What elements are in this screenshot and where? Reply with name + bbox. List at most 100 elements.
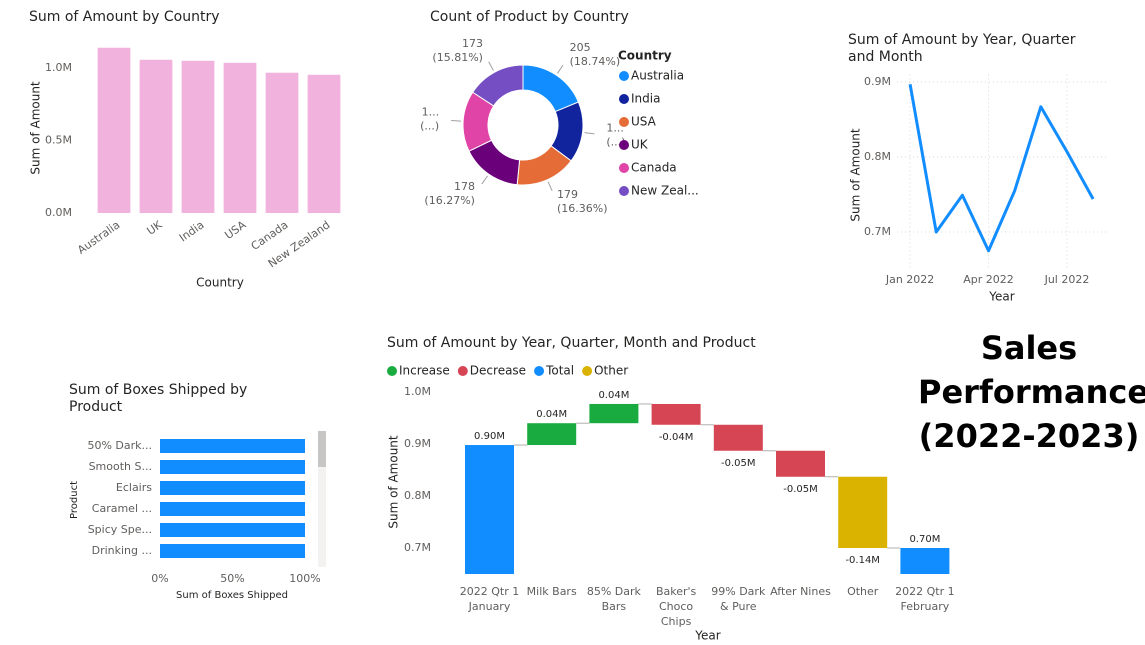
y-axis-title: Sum of Amount <box>387 435 401 529</box>
data-label: 0.04M <box>598 390 629 401</box>
legend-label: Other <box>594 364 628 378</box>
y-tick-label: 1.0M <box>45 61 72 74</box>
waterfall-bar <box>651 403 701 425</box>
data-label: -0.04M <box>659 432 694 443</box>
x-tick-label: 2022 Qtr 1 January <box>459 585 520 613</box>
data-label: (15.81%) <box>432 51 483 64</box>
bar <box>265 72 299 213</box>
bar <box>181 60 215 213</box>
waterfall-bar <box>713 424 763 451</box>
bar <box>160 502 305 516</box>
bar <box>160 544 305 558</box>
pie-slice <box>472 64 524 107</box>
y-axis-title: Sum of Amount <box>849 128 863 222</box>
y-tick-label: Smooth S... <box>89 460 152 473</box>
data-label: -0.05M <box>783 484 818 495</box>
legend-label: India <box>631 92 660 106</box>
legend-marker <box>619 140 629 150</box>
x-tick-label: 0% <box>151 572 168 585</box>
x-tick-label: 50% <box>220 572 244 585</box>
bar <box>160 523 305 537</box>
legend-label: Increase <box>399 364 450 378</box>
pie-slice <box>522 64 580 113</box>
leader-line <box>481 175 488 185</box>
leader-line <box>451 119 462 122</box>
x-tick-label: 85% Dark Bars <box>586 585 641 613</box>
chart-title: Sum of Amount by Year, Quarter, Month an… <box>387 335 756 351</box>
legend-marker <box>457 366 468 376</box>
chart-title: Sum of Amount by Country <box>29 9 220 25</box>
bar <box>223 62 257 214</box>
x-tick-label: Other <box>847 585 879 598</box>
data-label: 205 <box>570 41 591 54</box>
y-axis-title: Product <box>69 481 80 519</box>
data-label: (16.27%) <box>424 194 475 207</box>
chart-title: Count of Product by Country <box>430 9 629 25</box>
data-label: 0.04M <box>536 409 567 420</box>
y-tick-label: Drinking ... <box>92 544 152 557</box>
legend-label: Canada <box>631 161 677 175</box>
leader-line <box>557 64 564 74</box>
legend-marker <box>619 186 629 196</box>
bar <box>307 74 341 213</box>
leader-line <box>547 181 553 192</box>
x-tick-label: After Nines <box>770 585 831 598</box>
legend-marker <box>582 366 593 376</box>
data-label: (18.74%) <box>570 55 621 68</box>
x-tick-label: 2022 Qtr 1 February <box>895 585 955 613</box>
legend-label: Decrease <box>470 364 526 378</box>
legend-marker <box>619 163 629 173</box>
y-tick-label: 0.8M <box>404 489 431 502</box>
leader-line <box>584 132 595 135</box>
y-tick-label: 0.9M <box>864 75 891 88</box>
data-label: 1... <box>422 106 440 119</box>
legend-marker <box>619 71 629 81</box>
legend-label: Australia <box>631 69 684 83</box>
data-label: (16.36%) <box>557 202 608 215</box>
x-tick-label: Jul 2022 <box>1044 273 1090 286</box>
chart-title: Sum of Amount by Year, Quarter and Month <box>848 32 1076 65</box>
y-tick-label: 0.0M <box>45 206 72 219</box>
waterfall-bar <box>900 548 950 574</box>
data-label: 1... <box>606 121 624 134</box>
bar <box>160 481 305 495</box>
x-tick-label: Australia <box>75 218 122 257</box>
data-label: 179 <box>557 188 578 201</box>
y-tick-label: Spicy Spe... <box>88 523 152 536</box>
data-label: 173 <box>462 37 483 50</box>
bar <box>97 47 131 213</box>
y-tick-label: 0.5M <box>45 133 72 146</box>
y-tick-label: 50% Dark... <box>87 439 152 452</box>
legend-title: Country <box>618 49 672 63</box>
x-tick-label: Jan 2022 <box>885 273 934 286</box>
x-axis-title: Year <box>694 629 720 643</box>
y-axis-title: Sum of Amount <box>29 81 43 175</box>
y-tick-label: 0.7M <box>864 225 891 238</box>
bar <box>160 439 305 453</box>
y-tick-label: 0.8M <box>864 150 891 163</box>
legend-label: New Zeal... <box>631 184 699 198</box>
x-tick-label: 100% <box>289 572 320 585</box>
x-tick-label: UK <box>144 218 165 238</box>
legend-label: UK <box>631 138 649 152</box>
data-label: 0.70M <box>909 534 940 545</box>
x-tick-label: India <box>177 218 207 244</box>
x-tick-label: Milk Bars <box>526 585 577 598</box>
waterfall-bar <box>465 445 514 574</box>
leader-line <box>488 61 494 71</box>
x-tick-label: Baker's Choco Chips <box>655 585 697 628</box>
x-axis-title: Country <box>196 276 244 290</box>
waterfall-bar <box>589 403 639 424</box>
chart-title: Sum of Boxes Shipped by Product <box>69 382 248 415</box>
legend-label: USA <box>631 115 657 129</box>
bar <box>139 59 173 213</box>
legend-marker <box>387 366 397 376</box>
x-tick-label: USA <box>222 218 248 242</box>
y-tick-label: Eclairs <box>116 481 152 494</box>
data-label: -0.05M <box>721 458 756 469</box>
data-label: 178 <box>454 180 475 193</box>
x-axis-title: Year <box>988 290 1014 304</box>
waterfall-bar <box>527 423 577 446</box>
